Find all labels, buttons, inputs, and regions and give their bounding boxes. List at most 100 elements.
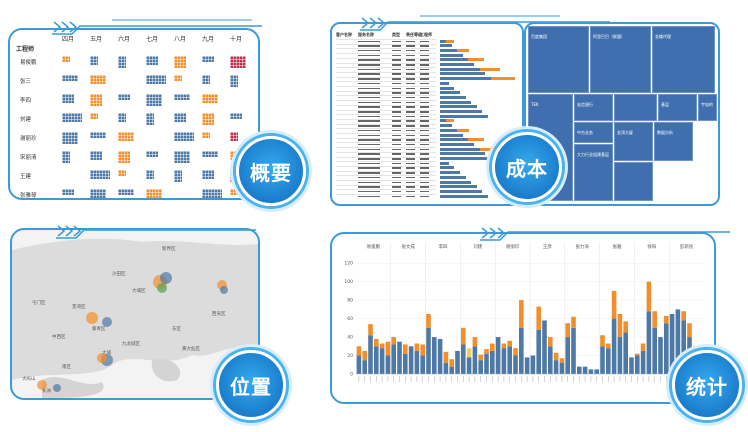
bar-segment[interactable] [542,320,547,374]
bar-segment[interactable] [519,300,524,328]
bar-segment[interactable] [362,360,367,374]
bar-segment[interactable] [385,341,391,356]
bar-segment[interactable] [414,343,420,351]
bar-segment[interactable] [536,329,541,374]
overview-cell[interactable] [62,56,70,62]
bar-segment[interactable] [437,338,443,374]
overview-cell[interactable] [146,94,162,106]
bar-segment[interactable] [536,306,541,330]
bar-segment[interactable] [606,348,611,374]
cost-bar[interactable] [440,133,463,137]
cost-bar-segment[interactable] [479,67,500,71]
cost-bar-segment[interactable] [446,119,454,123]
bar-segment[interactable] [362,350,367,361]
cost-bar[interactable] [440,48,458,52]
bar-segment[interactable] [553,352,559,361]
bar-segment[interactable] [501,348,507,374]
cost-table-row[interactable] [336,43,436,45]
bar-segment[interactable] [461,327,466,345]
bar-segment[interactable] [635,353,640,356]
bar-segment[interactable] [466,348,472,358]
cost-table-row[interactable] [336,53,436,55]
overview-cell[interactable] [90,170,110,179]
treemap-cell[interactable] [574,144,613,201]
overview-cell[interactable] [202,151,218,157]
overview-cell[interactable] [202,75,210,84]
cost-bar[interactable] [440,189,483,193]
cost-bar[interactable] [440,63,474,66]
bar-segment[interactable] [681,320,686,374]
overview-cell[interactable] [202,94,218,103]
overview-cell[interactable] [230,151,246,160]
cost-bar[interactable] [440,157,491,160]
bar-segment[interactable] [524,357,530,374]
bar-segment[interactable] [507,340,512,347]
overview-cell[interactable] [118,189,134,195]
cost-bar[interactable] [440,110,483,113]
cost-bar[interactable] [440,171,460,175]
cost-table-row[interactable] [336,118,436,120]
cost-bar-segment[interactable] [457,48,470,52]
cost-bar-segment[interactable] [457,128,470,132]
cost-bar[interactable] [440,100,472,104]
cost-bar[interactable] [440,185,477,189]
overview-cell[interactable] [90,75,106,84]
overview-cell[interactable] [118,132,134,141]
bar-segment[interactable] [664,315,669,324]
bar-segment[interactable] [548,337,553,347]
cost-bar[interactable] [440,58,469,62]
cost-bar[interactable] [440,95,466,99]
overview-cell[interactable] [146,170,154,179]
bar-segment[interactable] [669,314,675,374]
bar-segment[interactable] [466,357,472,374]
cost-bar[interactable] [440,77,491,81]
bar-segment[interactable] [553,360,559,374]
bar-segment[interactable] [484,353,489,374]
bar-segment[interactable] [432,337,437,374]
cost-bar[interactable] [440,175,466,179]
cost-table-row[interactable] [336,161,436,163]
bar-segment[interactable] [403,353,408,374]
bar-segment[interactable] [426,327,431,374]
bar-segment[interactable] [379,343,385,349]
bar-segment[interactable] [403,344,408,354]
bar-segment[interactable] [449,366,454,374]
bar-segment[interactable] [582,366,588,374]
bar-segment[interactable] [664,323,669,374]
cost-table-row[interactable] [336,156,436,158]
map-marker[interactable] [220,286,228,294]
cost-bar[interactable] [440,72,486,76]
bar-segment[interactable] [571,327,576,374]
overview-cell[interactable] [62,75,78,81]
overview-cell[interactable] [90,189,106,198]
bar-segment[interactable] [606,343,611,349]
bar-segment[interactable] [617,314,623,338]
cost-bar[interactable] [440,114,488,118]
bar-segment[interactable] [687,323,692,338]
overview-cell[interactable] [146,113,154,125]
cost-table-row[interactable] [336,165,436,167]
bar-segment[interactable] [374,346,379,374]
overview-cell[interactable] [202,113,214,125]
bar-segment[interactable] [617,337,623,374]
bar-segment[interactable] [629,357,634,374]
treemap-cell[interactable] [614,122,653,161]
bar-segment[interactable] [420,355,425,374]
treemap-cell[interactable] [614,162,653,201]
overview-cell[interactable] [118,170,126,176]
bar-segment[interactable] [501,343,507,349]
cost-table-row[interactable] [336,133,436,134]
cost-bar[interactable] [440,86,455,90]
overview-cell[interactable] [118,151,130,163]
bar-segment[interactable] [420,344,425,356]
bar-segment[interactable] [408,346,414,374]
cost-bar[interactable] [440,39,446,43]
bar-segment[interactable] [426,314,431,328]
bar-segment[interactable] [646,281,652,312]
bar-segment[interactable] [443,351,449,363]
treemap-cell[interactable] [590,26,651,93]
cost-bar[interactable] [440,152,486,156]
cost-table-row[interactable] [336,81,436,83]
overview-cell[interactable] [118,94,130,100]
cost-table-row[interactable] [336,57,436,59]
